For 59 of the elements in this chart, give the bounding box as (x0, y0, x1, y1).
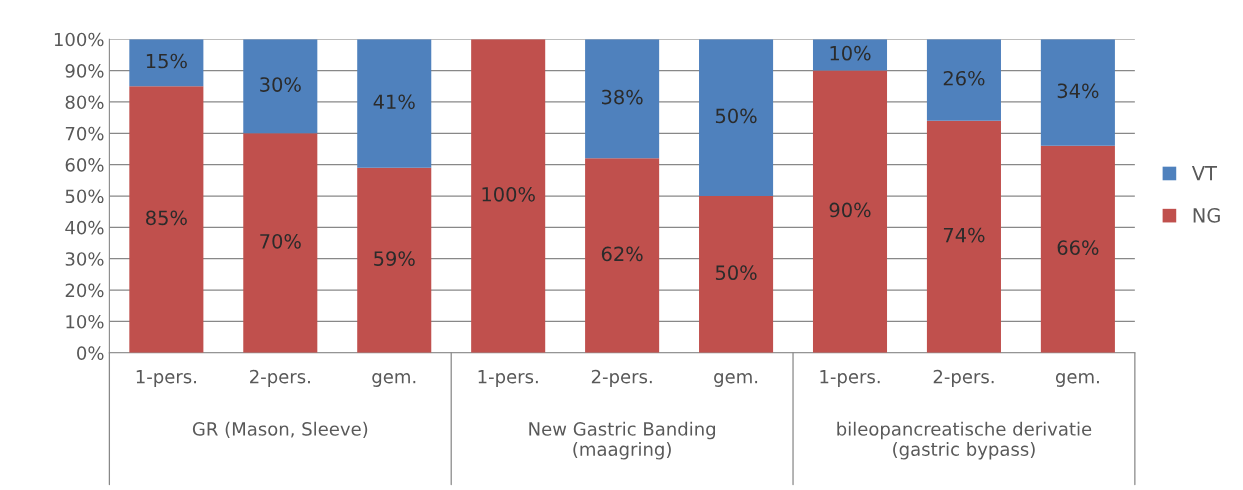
text: New Gastric Banding (maagring) (529, 421, 715, 460)
bar (357, 39, 432, 168)
bar (585, 39, 660, 159)
x-tick-label: gem. (714, 373, 758, 387)
x-tick-label: 1-pers. (136, 370, 196, 387)
data-label: 50% (715, 265, 757, 281)
y-tick-label: 10% (66, 314, 104, 329)
bar (471, 39, 546, 353)
x-tick-label: 2-pers. (933, 369, 994, 387)
data-label: 100% (482, 186, 535, 202)
data-label: 85% (146, 210, 187, 226)
y-tick-label: 20% (65, 283, 104, 298)
data-label: 30% (260, 77, 301, 92)
y-tick-label: 0% (77, 346, 104, 360)
bar (812, 39, 888, 71)
y-tick-label: 30% (65, 252, 104, 266)
data-label: 26% (943, 70, 985, 86)
bar (585, 158, 660, 353)
bar (357, 167, 432, 353)
legend-label: NG (1193, 208, 1220, 223)
x-tick-label: 1-pers. (478, 370, 538, 387)
legend-label: VT (1191, 166, 1218, 181)
bar (243, 39, 318, 134)
y-tick-label: 70% (65, 126, 104, 141)
data-label: 62% (601, 246, 643, 262)
data-label: 41% (373, 94, 415, 110)
bar (129, 39, 204, 87)
x-tick-label: 2-pers. (250, 369, 310, 387)
bar (812, 70, 888, 353)
data-label: 10% (830, 45, 871, 61)
y-tick-label: 50% (65, 189, 104, 204)
y-tick-label: 90% (65, 64, 104, 78)
data-label: 70% (260, 233, 301, 249)
data-label: 50% (715, 108, 757, 124)
x-tick-label: 2-pers. (591, 369, 652, 387)
data-label: 66% (1057, 240, 1099, 255)
y-tick-label: 100% (54, 32, 104, 47)
bar (699, 39, 774, 196)
data-label: 74% (943, 227, 985, 243)
bar (1040, 39, 1115, 146)
bar (926, 120, 1001, 353)
bar (129, 86, 204, 353)
text: GR (Mason, Sleeve) (192, 421, 368, 438)
x-tick-label: gem. (1055, 373, 1099, 387)
y-tick-label: 40% (65, 220, 104, 235)
bar (243, 133, 318, 353)
bar (926, 39, 1001, 121)
x-tick-label: gem. (372, 373, 416, 387)
bar (699, 196, 774, 353)
data-label: 59% (374, 251, 415, 266)
data-label: 15% (146, 53, 187, 69)
data-label: 38% (601, 89, 643, 105)
bar (1040, 145, 1115, 353)
y-tick-label: 60% (65, 158, 104, 172)
x-tick-label: 1-pers. (820, 370, 880, 387)
y-tick-label: 80% (65, 95, 104, 110)
data-label: 34% (1057, 83, 1099, 99)
data-label: 90% (829, 202, 871, 218)
text: bileopancreatische derivatie (gastric bypass) (837, 421, 1092, 460)
